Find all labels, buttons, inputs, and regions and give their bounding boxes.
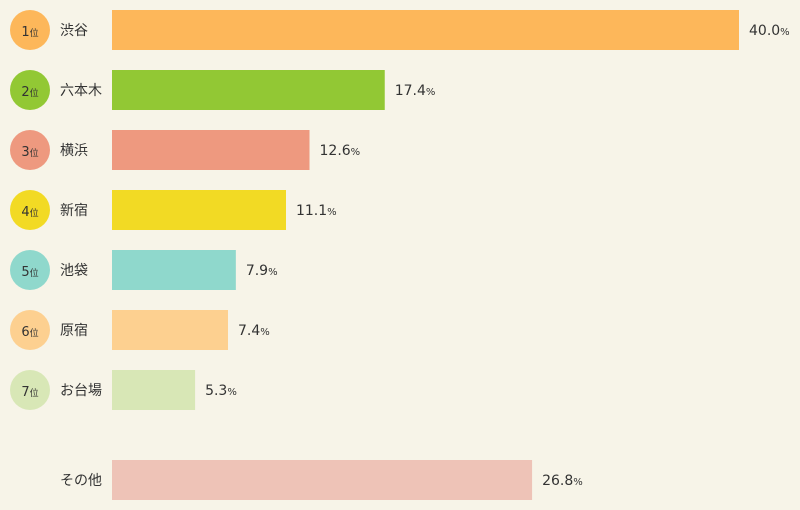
category-label: お台場 [60,383,102,399]
bar [112,130,310,170]
rank-badge [10,70,50,110]
value-label: 17.4% [395,83,436,99]
rank-badge [10,130,50,170]
rank-label: 6位 [21,325,38,340]
rank-label: 7位 [21,385,38,400]
rank-badge [10,10,50,50]
value-label: 7.9% [246,263,278,279]
bar [112,190,286,230]
rank-badge [10,370,50,410]
category-label: 横浜 [60,143,88,159]
bar-other [112,460,533,500]
category-label-other: その他 [60,473,102,489]
bar [112,70,385,110]
category-label: 六本木 [60,83,102,99]
value-label: 7.4% [238,323,270,339]
category-label: 新宿 [60,202,88,219]
rank-label: 2位 [21,85,38,100]
value-label-other: 26.8% [542,473,583,489]
rank-badge [10,250,50,290]
category-label: 原宿 [60,322,88,339]
value-label: 11.1% [296,203,337,219]
rank-label: 1位 [21,25,38,40]
rank-label: 3位 [21,145,38,160]
category-label: 池袋 [60,263,88,279]
value-label: 5.3% [205,383,237,399]
rank-badge [10,310,50,350]
category-label: 渋谷 [60,23,88,39]
bar [112,250,236,290]
value-label: 40.0% [749,23,790,39]
rank-label: 5位 [21,265,38,280]
bar [112,310,228,350]
bar [112,10,739,50]
rank-label: 4位 [21,205,38,220]
rank-badge [10,190,50,230]
bar [112,370,196,410]
value-label: 12.6% [320,143,361,159]
